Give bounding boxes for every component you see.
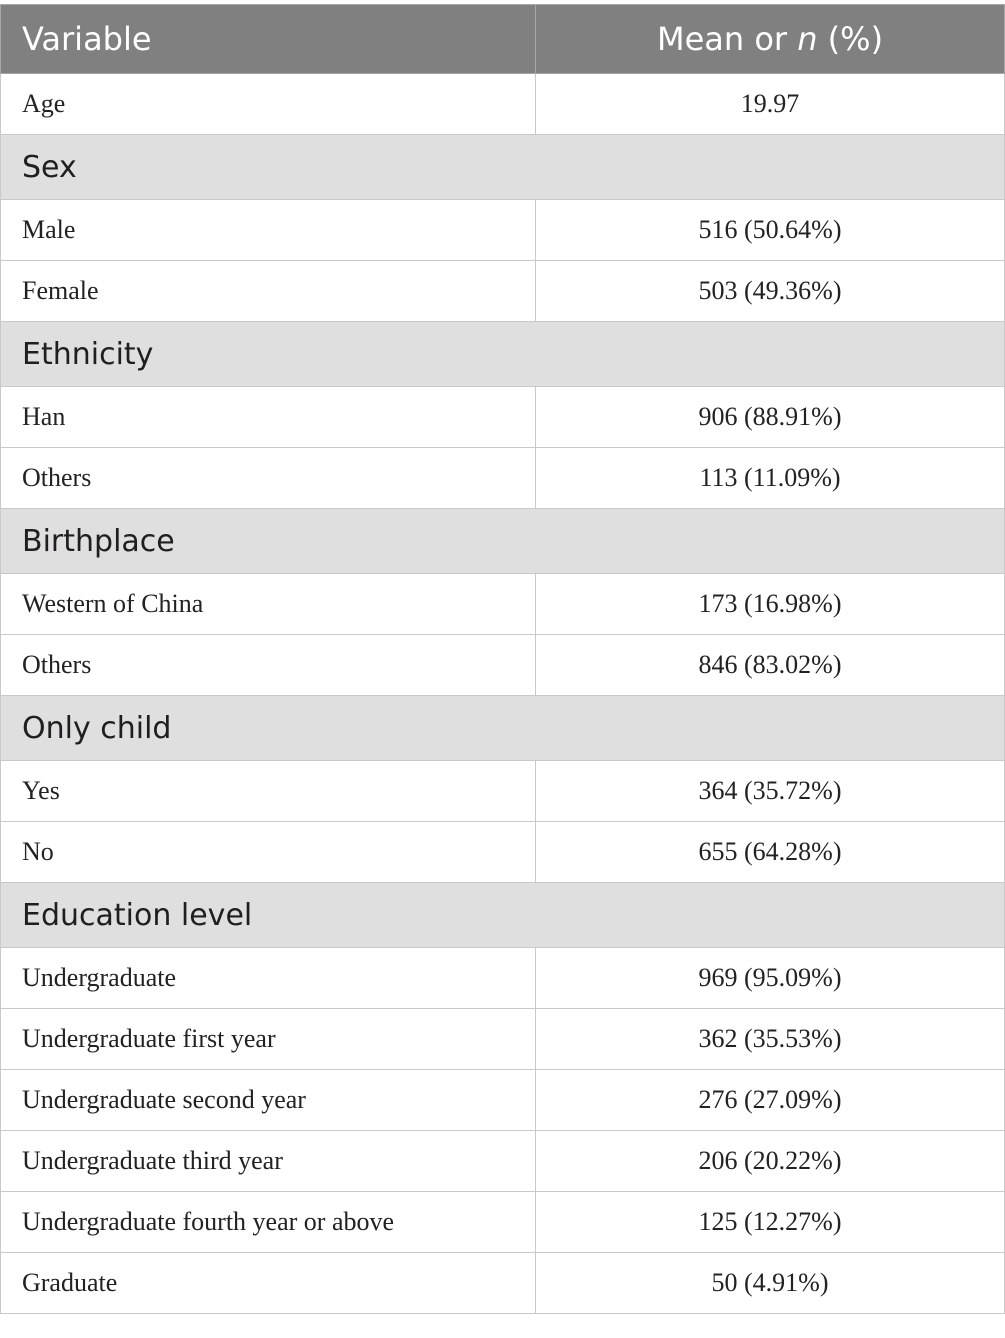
value-cell: 206 (20.22%) bbox=[535, 1130, 1005, 1192]
table-row: Undergraduate 969 (95.09%) bbox=[0, 947, 1005, 1009]
variable-cell: Han bbox=[0, 386, 536, 448]
section-label: Education level bbox=[0, 882, 1005, 948]
value-cell: 173 (16.98%) bbox=[535, 573, 1005, 635]
value-cell: 364 (35.72%) bbox=[535, 760, 1005, 822]
variable-cell: Others bbox=[0, 447, 536, 509]
section-label: Sex bbox=[0, 134, 1005, 200]
table-row: Yes 364 (35.72%) bbox=[0, 760, 1005, 822]
table-header: Variable Mean or n (%) bbox=[0, 4, 1005, 74]
table-row: Others 846 (83.02%) bbox=[0, 634, 1005, 696]
section-row: Education level bbox=[0, 882, 1005, 948]
variable-cell: Male bbox=[0, 199, 536, 261]
variable-cell: Age bbox=[0, 73, 536, 135]
table-row: No 655 (64.28%) bbox=[0, 821, 1005, 883]
table-row: Western of China 173 (16.98%) bbox=[0, 573, 1005, 635]
value-cell: 846 (83.02%) bbox=[535, 634, 1005, 696]
section-row: Ethnicity bbox=[0, 321, 1005, 387]
variable-column-header: Variable bbox=[0, 4, 536, 74]
variable-cell: No bbox=[0, 821, 536, 883]
value-header-suffix: (%) bbox=[817, 20, 884, 58]
variable-cell: Undergraduate second year bbox=[0, 1069, 536, 1131]
value-cell: 276 (27.09%) bbox=[535, 1069, 1005, 1131]
variable-cell: Undergraduate bbox=[0, 947, 536, 1009]
variable-cell: Yes bbox=[0, 760, 536, 822]
value-cell: 113 (11.09%) bbox=[535, 447, 1005, 509]
variable-cell: Western of China bbox=[0, 573, 536, 635]
table-row: Undergraduate first year 362 (35.53%) bbox=[0, 1008, 1005, 1070]
demographics-table: Variable Mean or n (%) Age 19.97 Sex Male 51… bbox=[0, 4, 1005, 1314]
variable-cell: Female bbox=[0, 260, 536, 322]
variable-cell: Undergraduate third year bbox=[0, 1130, 536, 1192]
section-row: Birthplace bbox=[0, 508, 1005, 574]
value-header-prefix: Mean or bbox=[656, 20, 798, 58]
section-row: Sex bbox=[0, 134, 1005, 200]
table-row: Undergraduate third year 206 (20.22%) bbox=[0, 1130, 1005, 1192]
table-row: Others 113 (11.09%) bbox=[0, 447, 1005, 509]
variable-cell: Graduate bbox=[0, 1252, 536, 1314]
value-column-header: Mean or n (%) bbox=[535, 4, 1005, 74]
value-cell: 906 (88.91%) bbox=[535, 386, 1005, 448]
table-row: Graduate 50 (4.91%) bbox=[0, 1252, 1005, 1314]
variable-cell: Undergraduate first year bbox=[0, 1008, 536, 1070]
section-label: Ethnicity bbox=[0, 321, 1005, 387]
value-cell: 969 (95.09%) bbox=[535, 947, 1005, 1009]
value-cell: 19.97 bbox=[535, 73, 1005, 135]
value-cell: 503 (49.36%) bbox=[535, 260, 1005, 322]
value-cell: 516 (50.64%) bbox=[535, 199, 1005, 261]
table-row: Undergraduate fourth year or above 125 (1… bbox=[0, 1191, 1005, 1253]
variable-cell: Undergraduate fourth year or above bbox=[0, 1191, 536, 1253]
table-row: Han 906 (88.91%) bbox=[0, 386, 1005, 448]
value-header-italic: n bbox=[797, 20, 818, 58]
variable-cell: Others bbox=[0, 634, 536, 696]
section-row: Only child bbox=[0, 695, 1005, 761]
value-cell: 50 (4.91%) bbox=[535, 1252, 1005, 1314]
value-cell: 655 (64.28%) bbox=[535, 821, 1005, 883]
table-body: Age 19.97 Sex Male 516 (50.64%) Female 503 (49… bbox=[0, 73, 1005, 1314]
table-row: Male 516 (50.64%) bbox=[0, 199, 1005, 261]
section-label: Birthplace bbox=[0, 508, 1005, 574]
table-row: Female 503 (49.36%) bbox=[0, 260, 1005, 322]
section-label: Only child bbox=[0, 695, 1005, 761]
table-row: Undergraduate second year 276 (27.09%) bbox=[0, 1069, 1005, 1131]
table-row: Age 19.97 bbox=[0, 73, 1005, 135]
value-cell: 362 (35.53%) bbox=[535, 1008, 1005, 1070]
header-row: Variable Mean or n (%) bbox=[0, 4, 1005, 74]
value-cell: 125 (12.27%) bbox=[535, 1191, 1005, 1253]
